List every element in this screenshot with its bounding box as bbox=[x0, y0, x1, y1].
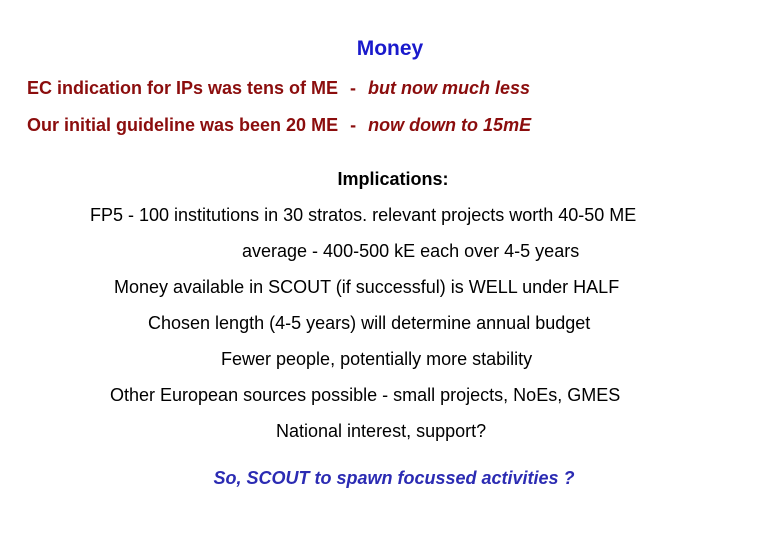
implication-average: average - 400-500 kE each over 4-5 years bbox=[242, 241, 580, 261]
implications-heading: Implications: bbox=[337, 169, 449, 189]
implication-fp5: FP5 - 100 institutions in 30 stratos. re… bbox=[90, 205, 637, 225]
implication-national-interest: National interest, support? bbox=[276, 421, 487, 441]
implication-chosen-length: Chosen length (4-5 years) will determine… bbox=[148, 313, 591, 333]
indication-guideline-separator: - bbox=[350, 115, 357, 135]
indication-guideline-text: Our initial guideline was been 20 ME bbox=[27, 115, 339, 135]
indication-ec-update: but now much less bbox=[368, 78, 531, 98]
closing-question: So, SCOUT to spawn focussed activities ? bbox=[213, 468, 575, 488]
implication-money-available: Money available in SCOUT (if successful)… bbox=[114, 277, 620, 297]
indication-line-guideline: Our initial guideline was been 20 ME - now… bbox=[27, 116, 531, 134]
indication-ec-separator: - bbox=[350, 78, 357, 98]
implication-fewer-people: Fewer people, potentially more stability bbox=[221, 349, 533, 369]
indication-guideline-update: now down to 15mE bbox=[368, 115, 532, 135]
indication-ec-text: EC indication for IPs was tens of ME bbox=[27, 78, 339, 98]
slide-title: Money bbox=[356, 37, 424, 60]
implication-other-sources: Other European sources possible - small … bbox=[110, 385, 621, 405]
indication-line-ec: EC indication for IPs was tens of ME - but… bbox=[27, 79, 530, 97]
